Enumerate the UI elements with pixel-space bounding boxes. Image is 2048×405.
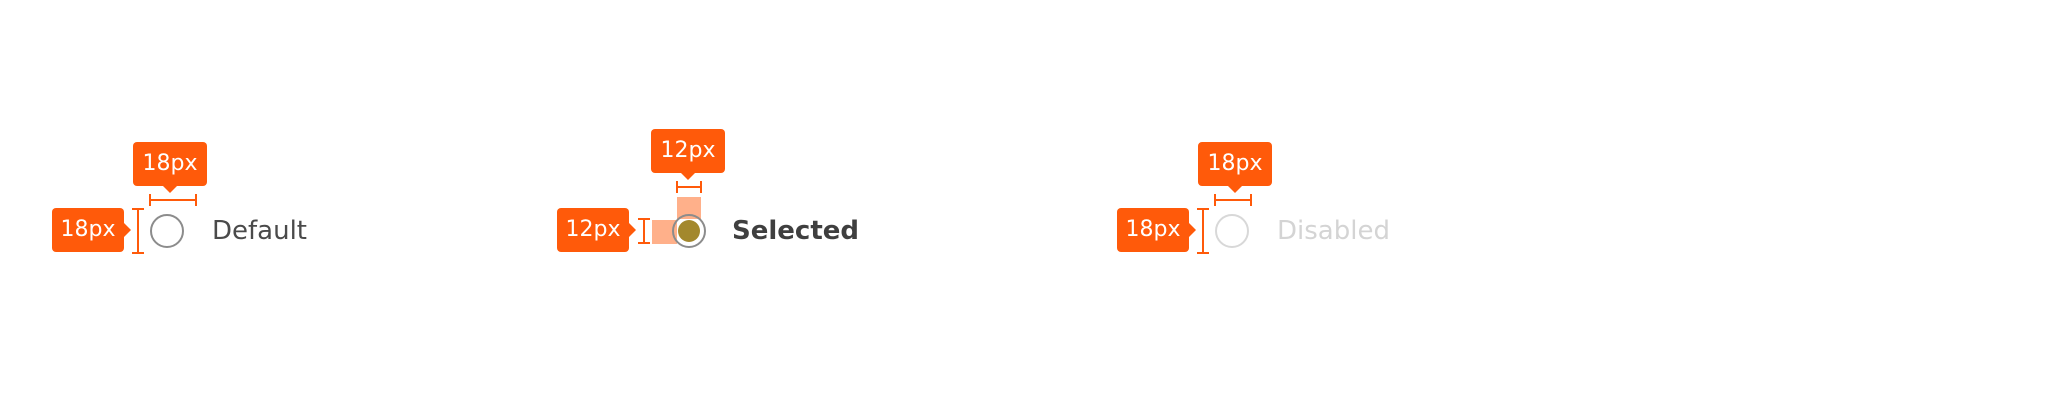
height-measure-tag: 12px: [557, 208, 636, 252]
width-measure-tag: 12px: [651, 129, 725, 180]
radio-button-default[interactable]: [150, 214, 184, 248]
radio-selected-dot: [678, 220, 700, 242]
radio-spec-selected: 12px 12px Selected: [520, 0, 1020, 405]
radio-button-selected[interactable]: [672, 214, 706, 248]
height-measure-bracket: [638, 218, 650, 244]
radio-label-selected: Selected: [732, 216, 859, 246]
width-measure-bracket: [676, 181, 702, 193]
radio-spec-disabled: 18px 18px Disabled: [1065, 0, 1565, 405]
height-measure-bracket: [1197, 208, 1209, 254]
width-measure-tag: 18px: [133, 142, 207, 193]
radio-button-disabled: [1215, 214, 1249, 248]
width-highlight: [677, 197, 701, 219]
height-measure-tag: 18px: [52, 208, 131, 252]
width-measure-tag: 18px: [1198, 142, 1272, 193]
width-measure-bracket: [1214, 194, 1252, 206]
width-measure-bracket: [149, 194, 197, 206]
radio-spec-default: 18px 18px Default: [0, 0, 500, 405]
height-measure-tag: 18px: [1117, 208, 1196, 252]
height-measure-bracket: [132, 208, 144, 254]
radio-label-disabled: Disabled: [1277, 216, 1390, 246]
radio-label-default: Default: [212, 216, 307, 246]
